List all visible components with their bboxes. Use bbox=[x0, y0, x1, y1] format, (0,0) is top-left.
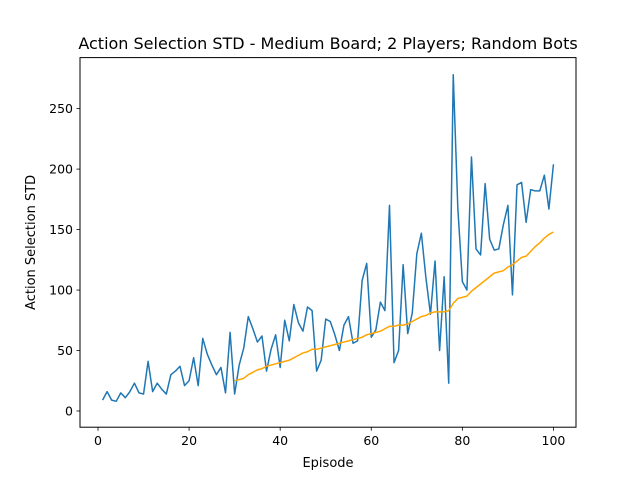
x-tick-label: 80 bbox=[454, 433, 470, 448]
y-tick-label: 0 bbox=[65, 403, 73, 418]
axes-frame bbox=[79, 57, 577, 428]
series-line-2 bbox=[234, 231, 554, 382]
x-axis: 0 20 40 60 80 100 bbox=[94, 427, 565, 448]
y-tick-label: 150 bbox=[49, 222, 73, 237]
y-axis: 0 50 100 150 200 250 bbox=[49, 101, 80, 418]
series-line-1 bbox=[101, 74, 555, 403]
x-tick-label: 100 bbox=[542, 433, 566, 448]
chart-title: Action Selection STD - Medium Board; 2 P… bbox=[78, 34, 577, 53]
x-tick-label: 0 bbox=[94, 433, 102, 448]
y-tick-label: 200 bbox=[49, 162, 73, 177]
y-axis-label: Action Selection STD bbox=[24, 175, 39, 310]
x-tick-label: 60 bbox=[363, 433, 379, 448]
y-tick-label: 50 bbox=[57, 343, 73, 358]
x-axis-label: Episode bbox=[302, 456, 353, 471]
y-tick-label: 100 bbox=[49, 283, 73, 298]
x-tick-label: 40 bbox=[272, 433, 288, 448]
x-tick-label: 20 bbox=[181, 433, 197, 448]
plot-area bbox=[101, 74, 555, 403]
y-tick-label: 250 bbox=[49, 101, 73, 116]
